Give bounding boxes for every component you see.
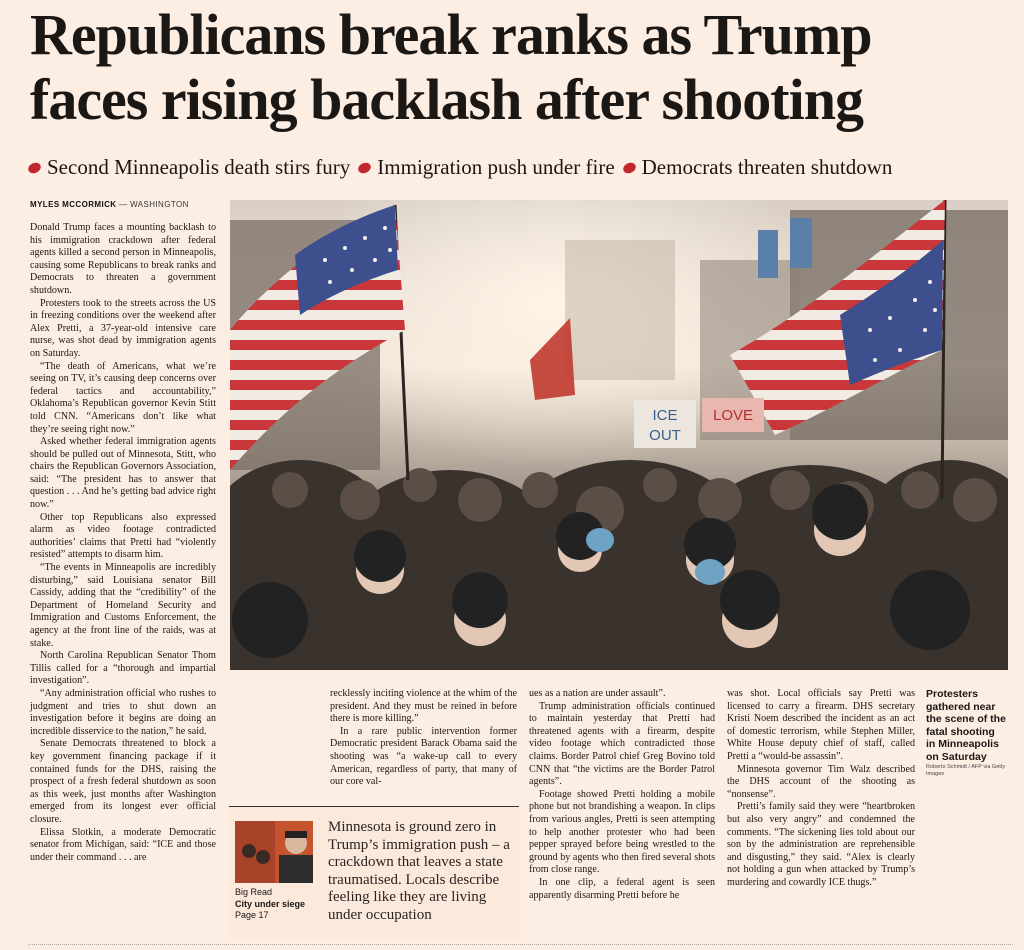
paragraph: In one clip, a federal agent is seen app… [529, 876, 715, 901]
paragraph: Pretti’s family said they were “heartbro… [727, 801, 915, 888]
bullet-icon [356, 160, 373, 175]
subheads: Second Minneapolis death stirs fury Immi… [26, 155, 1018, 180]
promo-title: City under siege [235, 898, 306, 909]
paragraph: recklessly inciting violence at the whim… [330, 688, 517, 725]
headline-line-2: faces rising backlash after shooting [30, 67, 864, 132]
promo-label: Big Read [235, 887, 273, 897]
bullet-icon [621, 160, 638, 175]
sign-love: LOVE [713, 407, 753, 424]
bottom-rule [28, 944, 1013, 945]
byline: MYLES MCCORMICK — WASHINGTON [30, 200, 189, 209]
paragraph: In a rare public intervention former Dem… [330, 725, 517, 788]
article-column-1: Donald Trump faces a mounting backlash t… [30, 222, 216, 864]
paragraph: Protesters took to the streets across th… [30, 297, 216, 359]
protest-photo: ICE OUT LOVE [230, 200, 1008, 670]
protest-photo-illustration: ICE OUT LOVE [230, 200, 1008, 670]
paragraph: was shot. Local officials say Pretti was… [727, 688, 915, 762]
paragraph: Footage showed Pretti holding a mobile p… [529, 788, 715, 876]
paragraph: Trump administration officials continued… [529, 700, 715, 788]
paragraph: “Any administration official who rushes … [30, 687, 216, 737]
photo-credit: Roberto Schmidt / AFP via Getty Images [926, 764, 1006, 777]
paragraph: “The death of Americans, what we’re seei… [30, 360, 216, 435]
sign-out: OUT [649, 427, 681, 444]
promo-text: Minnesota is ground zero in Trump’s immi… [328, 819, 510, 923]
subhead-text: Immigration push under fire [377, 155, 615, 179]
promo-page: Page 17 [235, 910, 269, 920]
subhead-text: Democrats threaten shutdown [641, 155, 893, 179]
byline-author: MYLES MCCORMICK [30, 200, 117, 209]
paragraph: North Carolina Republican Senator Thom T… [30, 650, 216, 687]
bullet-icon [26, 160, 43, 175]
promo-thumbnail-illustration [235, 821, 313, 883]
sign-ice: ICE [652, 407, 677, 424]
paragraph: “The events in Minneapolis are incredibl… [30, 562, 216, 649]
paragraph: Elissa Slotkin, a moderate Democratic se… [30, 826, 216, 863]
paragraph: Other top Republicans also expressed ala… [30, 511, 216, 561]
subhead-1: Second Minneapolis death stirs fury [26, 155, 351, 180]
paragraph: Senate Democrats threatened to block a k… [30, 738, 216, 825]
byline-location: — WASHINGTON [119, 200, 189, 209]
paragraph: Asked whether federal immigration agents… [30, 436, 216, 511]
big-read-promo[interactable]: Big Read City under siege Page 17 Minnes… [229, 806, 519, 939]
promo-thumbnail [235, 821, 313, 883]
paragraph: Minnesota governor Tim Walz described th… [727, 763, 915, 800]
headline: Republicans break ranks as Trump faces r… [30, 2, 1010, 132]
article-column-4: was shot. Local officials say Pretti was… [727, 688, 915, 890]
promo-kicker: Big Read City under siege Page 17 [235, 887, 325, 922]
subhead-3: Democrats threaten shutdown [621, 155, 893, 180]
headline-line-1: Republicans break ranks as Trump [30, 2, 872, 67]
article-column-2: recklessly inciting violence at the whim… [330, 688, 517, 789]
photo-caption: Protesters gathered near the scene of th… [926, 688, 1006, 763]
paragraph: ues as a nation are under assault”. [529, 688, 666, 699]
subhead-2: Immigration push under fire [356, 155, 615, 180]
paragraph: Donald Trump faces a mounting backlash t… [30, 222, 216, 296]
subhead-text: Second Minneapolis death stirs fury [47, 155, 351, 179]
article-column-3: ues as a nation are under assault”. Trum… [529, 688, 715, 902]
